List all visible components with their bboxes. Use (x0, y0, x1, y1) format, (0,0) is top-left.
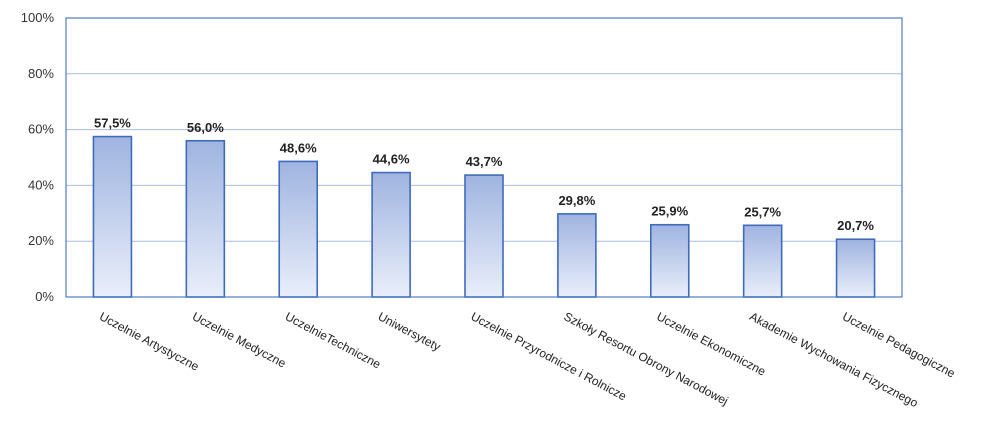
bar (649, 223, 690, 298)
y-tick-label: 100% (21, 10, 55, 25)
x-tick-label: Akademie Wychowania Fizycznego (747, 309, 920, 410)
data-label: 25,7% (744, 204, 781, 219)
bar (278, 160, 319, 298)
plot-area-border (65, 17, 903, 298)
bar (742, 224, 783, 298)
x-tick-label: Uczelnie Medyczne (190, 309, 289, 370)
data-label: 29,8% (558, 193, 595, 208)
value-labels: 57,5% 56,0% 48,6% 44,6% 43,7% 29,8% 25,9% 25,7%… (94, 116, 874, 234)
data-label: 20,7% (837, 218, 874, 233)
bar (464, 174, 504, 298)
data-label: 57,5% (94, 116, 131, 131)
x-tick-label: Szkoły Resortu Obrony Narodowej (561, 309, 730, 408)
data-label: 25,9% (651, 204, 688, 219)
y-tick-label: 20% (28, 233, 54, 248)
x-tick-label: Uczelnie Artystyczne (97, 309, 202, 373)
y-tick-label: 40% (28, 177, 54, 192)
bars (92, 135, 876, 298)
data-label: 43,7% (466, 154, 503, 169)
x-tick-label: Uczelnie Przyrodnicze i Rolnicze (469, 309, 630, 403)
bar (557, 213, 597, 298)
bar (371, 171, 411, 298)
data-label: 48,6% (280, 140, 317, 155)
x-tick-label: UczelnieTechniczne (283, 309, 384, 371)
y-tick-label: 80% (28, 66, 54, 81)
data-label: 44,6% (373, 152, 410, 167)
bar (185, 139, 226, 298)
y-tick-label: 60% (28, 122, 54, 137)
bar (92, 135, 133, 298)
y-axis-ticks: 0% 20% 40% 60% 80% 100% (21, 10, 55, 304)
y-tick-label: 0% (35, 289, 54, 304)
x-tick-label: Uniwersytety (376, 309, 443, 354)
data-label: 56,0% (187, 120, 224, 135)
bar (835, 238, 876, 298)
